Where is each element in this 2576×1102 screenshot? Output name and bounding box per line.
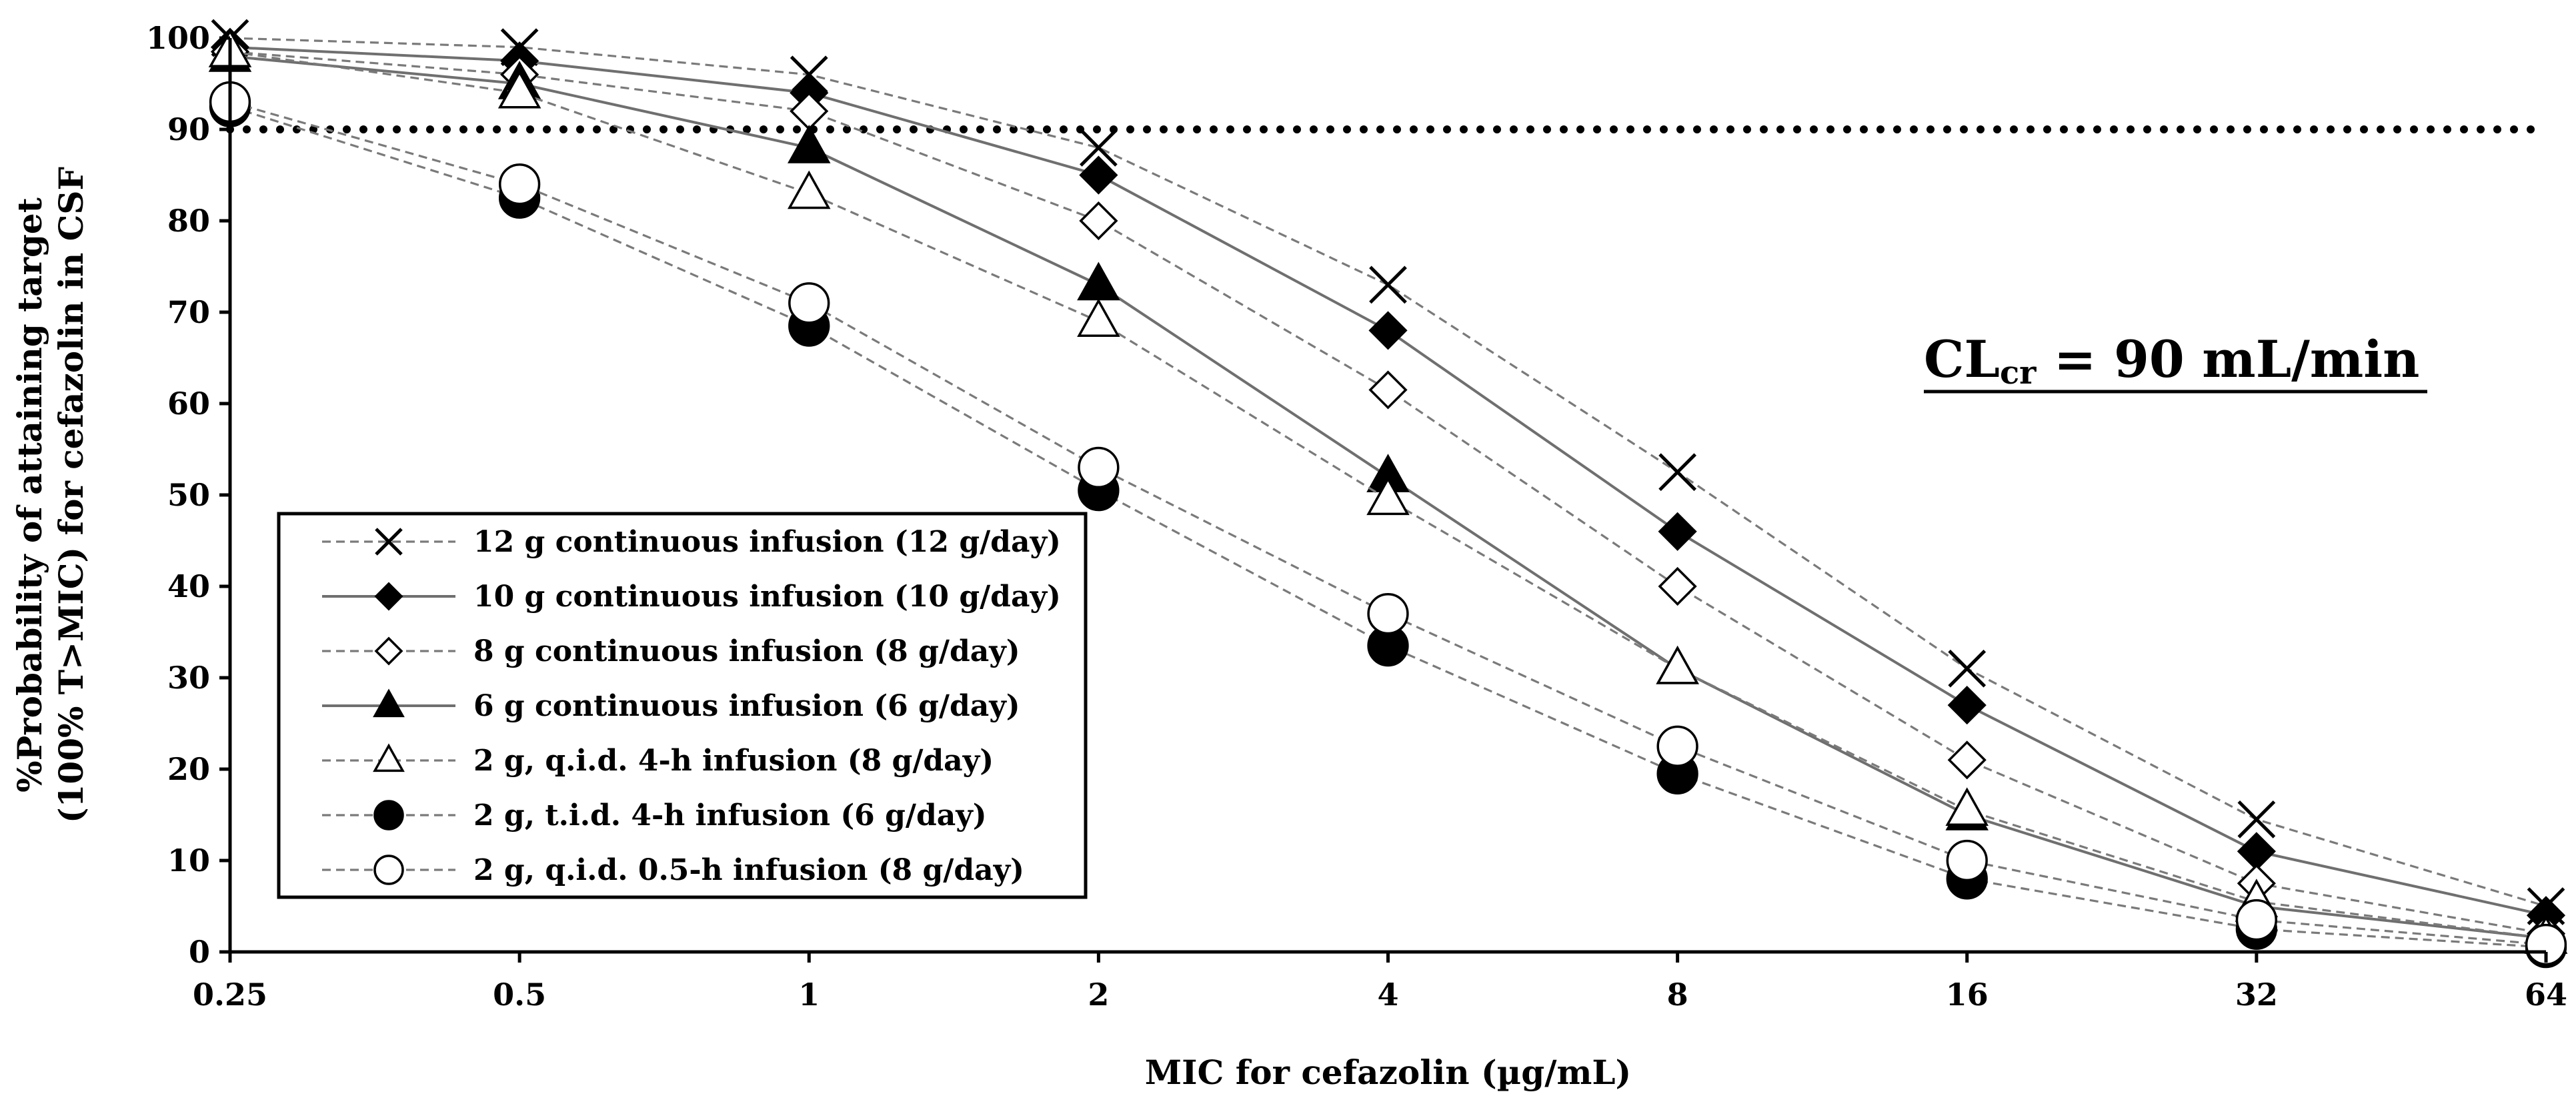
data-point-diamond-filled [1658,512,1697,551]
data-point-diamond-open [1368,370,1408,410]
data-point-cross [375,528,403,556]
y-tick-label: 40 [167,568,210,604]
data-point-circle-open [373,855,404,885]
x-tick-label: 64 [2525,977,2567,1013]
y-axis-title: %Probability of attaining target (100% T… [10,167,91,823]
clcr-annotation: CLcr = 90 mL/min [1924,330,2427,394]
data-point-triangle-open [1077,298,1120,338]
data-point-cross [1658,453,1696,492]
data-point-circle-open [1656,725,1698,767]
y-tick-label: 100 [146,20,210,56]
x-tick-label: 8 [1667,977,1688,1013]
data-point-diamond-filled [1947,686,1987,725]
clcr-rest: = 90 mL/min [2036,330,2419,389]
clcr-annotation-text: CLcr = 90 mL/min [1924,330,2419,392]
legend-item: 2 g, t.i.d. 4-h infusion (6 g/day) [322,798,987,833]
data-point-triangle-filled [788,125,831,163]
legend-label: 12 g continuous infusion (12 g/day) [473,525,1061,559]
y-tick-label: 30 [167,660,210,696]
y-tick-label: 0 [189,934,210,970]
x-tick-label: 2 [1088,977,1109,1013]
data-point-diamond-filled [374,582,403,611]
clcr-subscript: cr [2000,354,2037,392]
y-tick-label: 90 [167,111,210,147]
legend-item: 6 g continuous infusion (6 g/day) [322,688,1020,723]
data-point-circle-open [1078,446,1120,489]
x-tick-label: 4 [1377,977,1398,1013]
legend-label: 6 g continuous infusion (6 g/day) [473,689,1020,723]
data-point-diamond-filled [2237,832,2276,871]
data-point-triangle-open [497,69,541,109]
data-point-circle-open [2525,923,2567,966]
legend-label: 10 g continuous infusion (10 g/day) [473,580,1061,614]
y-tick-label: 20 [167,751,210,787]
data-point-triangle-open [1945,787,1989,826]
legend-label: 2 g, t.i.d. 4-h infusion (6 g/day) [473,798,987,833]
legend-label: 8 g continuous infusion (8 g/day) [473,634,1020,668]
y-tick-label: 50 [167,477,210,513]
x-tick-label: 1 [798,977,820,1013]
data-point-cross [1948,649,1987,688]
x-tick-label: 0.5 [493,977,546,1013]
data-point-cross [1369,265,1407,304]
y-tick-label: 70 [167,294,210,330]
ticks-layer: 0 10 20 30 40 50 60 70 80 90 100 0.25 0.5 1 2 4 8 16 32 64 [146,20,2567,1013]
legend-item: 8 g continuous infusion (8 g/day) [322,634,1020,668]
legend-item: 2 g, q.i.d. 0.5-h infusion (8 g/day) [322,853,1024,887]
legend-item: 2 g, q.i.d. 4-h infusion (8 g/day) [322,743,994,778]
legend: 12 g continuous infusion (12 g/day) 10 g … [277,512,1088,899]
data-point-cross [2237,800,2276,839]
data-point-diamond-open [1658,566,1697,606]
data-point-triangle-open [373,743,405,772]
data-point-circle-open [1946,839,1988,882]
data-point-diamond-open [374,636,403,666]
data-point-circle-open [1367,592,1409,635]
legend-items: 12 g continuous infusion (12 g/day) 10 g … [322,525,1061,887]
legend-label: 2 g, q.i.d. 4-h infusion (8 g/day) [473,744,994,778]
data-point-triangle-open [788,170,831,209]
data-point-circle-open [498,163,541,205]
data-point-triangle-open [1656,645,1699,684]
data-point-triangle-filled [373,688,405,718]
data-point-circle-open [2235,899,2278,941]
y-tick-label: 60 [167,386,210,422]
x-axis-title: MIC for cefazolin (µg/mL) [1145,1053,1631,1092]
series-line [229,37,2547,908]
x-tick-label: 16 [1946,977,1989,1013]
data-point-diamond-filled [1079,155,1118,195]
y-tick-label: 10 [167,843,210,879]
data-point-circle-open [788,282,830,324]
x-tick-label: 0.25 [193,977,267,1013]
data-point-triangle-filled [1077,261,1120,301]
series-layer [208,19,2568,969]
data-point-diamond-open [1947,740,1987,780]
y-tick-label: 80 [167,203,210,239]
data-point-cross [1080,129,1118,167]
legend-label: 2 g, q.i.d. 0.5-h infusion (8 g/day) [473,853,1024,887]
y-axis-title-line1: %Probability of attaining target [10,197,49,792]
data-point-circle-filled [373,800,404,831]
data-point-diamond-filled [1368,311,1408,350]
data-point-diamond-open [1079,201,1118,241]
legend-item: 12 g continuous infusion (12 g/day) [322,525,1061,559]
series-line [229,50,2547,940]
x-tick-label: 32 [2235,977,2278,1013]
data-point-triangle-open [1366,476,1410,516]
clcr-main: CL [1924,330,2000,389]
legend-item: 10 g continuous infusion (10 g/day) [322,580,1061,614]
y-axis-title-line2: (100% T>MIC) for cefazolin in CSF [51,167,91,823]
series-7 [209,81,2567,966]
